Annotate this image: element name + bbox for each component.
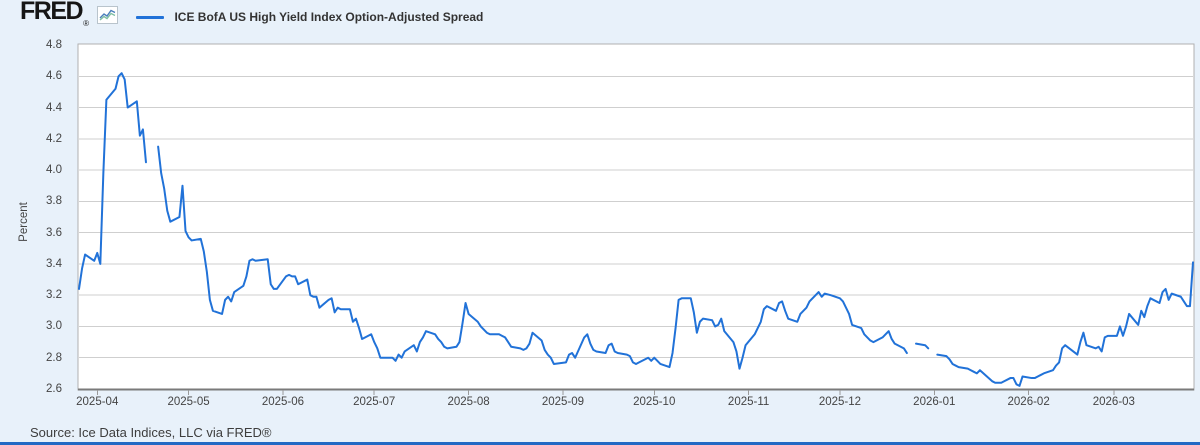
x-tick-label: 2025-07 bbox=[353, 396, 396, 408]
y-tick-label: 4.4 bbox=[46, 101, 62, 114]
fred-logo[interactable]: FRED ® bbox=[20, 0, 89, 37]
y-tick-label: 4.2 bbox=[46, 132, 62, 145]
x-tick-label: 2025-11 bbox=[727, 396, 770, 408]
x-tick-label: 2025-08 bbox=[447, 396, 490, 408]
y-tick-label: 2.6 bbox=[46, 383, 62, 395]
x-tick-label: 2026-01 bbox=[913, 396, 956, 408]
y-tick-label: 3.0 bbox=[46, 320, 62, 333]
x-tick-label: 2026-03 bbox=[1092, 396, 1135, 408]
y-tick-label: 3.2 bbox=[46, 289, 62, 302]
registered-mark: ® bbox=[83, 18, 89, 28]
x-tick-label: 2025-12 bbox=[818, 396, 862, 408]
y-tick-label: 4.8 bbox=[46, 39, 62, 51]
plot-area-background[interactable] bbox=[77, 43, 1195, 391]
chart-header: FRED ® ICE BofA US High Yield Index Optio… bbox=[20, 0, 484, 30]
x-tick-label: 2026-02 bbox=[1007, 396, 1050, 408]
x-tick-label: 2025-04 bbox=[76, 396, 119, 408]
y-tick-label: 4.6 bbox=[46, 70, 62, 83]
x-tick-label: 2025-10 bbox=[633, 396, 676, 408]
fred-logo-text: FRED bbox=[20, 0, 84, 25]
sparkline-chart-icon bbox=[97, 5, 119, 29]
source-attribution: Source: Ice Data Indices, LLC via FRED® bbox=[30, 425, 272, 440]
bottom-accent-bar bbox=[0, 442, 1200, 445]
y-tick-label: 3.6 bbox=[46, 226, 62, 239]
x-tick-label: 2025-06 bbox=[261, 396, 305, 408]
y-tick-label: 4.0 bbox=[46, 164, 62, 177]
x-tick-label: 2025-09 bbox=[541, 396, 585, 408]
x-tick-label: 2025-05 bbox=[167, 396, 210, 408]
y-tick-label: 3.4 bbox=[46, 257, 62, 270]
series-line bbox=[78, 72, 1194, 387]
y-tick-label: 2.8 bbox=[46, 351, 62, 364]
y-tick-label: 3.8 bbox=[46, 195, 62, 208]
legend-line-swatch bbox=[136, 15, 165, 19]
legend-series-label[interactable]: ICE BofA US High Yield Index Option-Adju… bbox=[174, 10, 484, 24]
